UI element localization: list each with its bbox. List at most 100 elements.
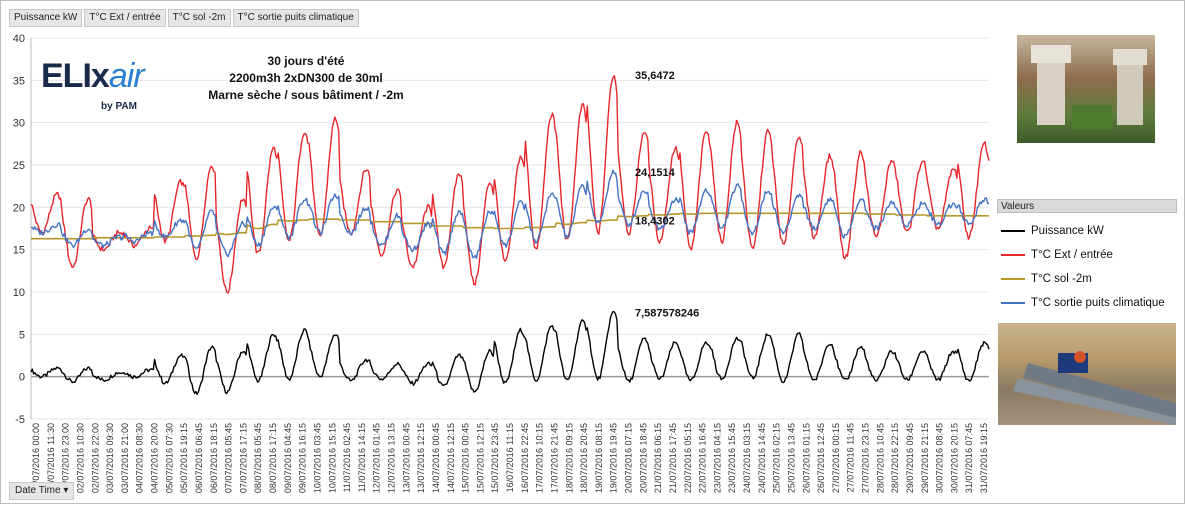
x-tick-label: 21/07/2016 17:45 [668, 423, 678, 493]
legend-label-puissance: Puissance kW [1031, 225, 1104, 237]
field-button-tsortie[interactable]: T°C sortie puits climatique [232, 9, 359, 27]
legend-label-tsortie: T°C sortie puits climatique [1031, 297, 1165, 309]
date-time-filter-button[interactable]: Date Time ▾ [9, 482, 75, 500]
x-tick-label: 31/07/2016 07:45 [964, 423, 974, 493]
x-tick-label: 23/07/2016 15:45 [727, 423, 737, 493]
x-tick-label: 18/07/2016 20:45 [579, 423, 589, 493]
y-tick-label: 30 [13, 118, 25, 130]
x-tick-label: 28/07/2016 10:45 [875, 423, 885, 493]
x-tick-label: 07/07/2016 17:15 [238, 423, 248, 493]
x-tick-label: 15/07/2016 12:15 [475, 423, 485, 493]
x-tick-label: 16/07/2016 22:45 [520, 423, 530, 493]
annotation-label: 35,6472 [635, 70, 675, 82]
x-tick-label: 28/07/2016 22:15 [890, 423, 900, 493]
x-tick-label: 08/07/2016 05:45 [253, 423, 263, 493]
field-button-puissance[interactable]: Puissance kW [9, 9, 83, 27]
subtitle-line-3: Marne sèche / sous bâtiment / -2m [208, 88, 404, 102]
logo-text-air: air [108, 57, 145, 95]
x-tick-label: 16/07/2016 11:15 [505, 423, 515, 492]
series-line-0 [30, 310, 990, 395]
logo-text-sub: by PAM [101, 101, 137, 112]
x-tick-label: 15/07/2016 00:45 [461, 423, 471, 493]
y-tick-label: 5 [19, 329, 25, 341]
y-tick-label: 0 [19, 372, 25, 384]
field-button-bar: Puissance kW T°C Ext / entrée T°C sol -2… [9, 9, 359, 27]
y-tick-label: -5 [15, 414, 25, 426]
annotation-label: 18,4302 [635, 216, 675, 228]
x-tick-label: 03/07/2016 21:00 [120, 423, 130, 493]
chart-subtitle: 30 jours d'été 2200m3h 2xDN300 de 30ml M… [196, 53, 416, 104]
x-tick-label: 19/07/2016 19:45 [609, 423, 619, 493]
x-tick-label: 09/07/2016 16:15 [298, 423, 308, 493]
x-tick-label: 27/07/2016 11:45 [846, 423, 856, 492]
x-tick-label: 13/07/2016 00:45 [401, 423, 411, 493]
x-tick-label: 01/07/2016 11:30 [46, 423, 56, 492]
photo-air-intakes [1017, 35, 1155, 143]
x-tick-label: 26/07/2016 12:45 [816, 423, 826, 493]
y-tick-label: 20 [13, 202, 25, 214]
x-tick-label: 01/07/2016 23:00 [61, 423, 71, 493]
x-tick-label: 23/07/2016 04:15 [712, 423, 722, 493]
series-line-1 [30, 75, 990, 294]
x-tick-label: 27/07/2016 23:15 [861, 423, 871, 493]
x-tick-label: 25/07/2016 13:45 [786, 423, 796, 493]
x-tick-label: 11/07/2016 02:45 [342, 423, 352, 492]
annotation-label: 7,587578246 [635, 307, 699, 319]
legend-label-tsol: T°C sol -2m [1031, 273, 1092, 285]
field-button-tsol[interactable]: T°C sol -2m [167, 9, 231, 27]
x-tick-label: 31/07/2016 19:15 [979, 423, 989, 493]
subtitle-line-2: 2200m3h 2xDN300 de 30ml [229, 71, 383, 85]
x-tick-label: 22/07/2016 16:45 [698, 423, 708, 493]
y-tick-label: 10 [13, 287, 25, 299]
legend-item-tsol: T°C sol -2m [1001, 267, 1165, 291]
x-tick-label: 07/07/2016 05:45 [224, 423, 234, 493]
x-tick-label: 02/07/2016 22:00 [90, 423, 100, 493]
x-tick-label: 04/07/2016 08:30 [135, 423, 145, 493]
x-tick-label: 08/07/2016 17:15 [268, 423, 278, 493]
x-tick-label: 30/07/2016 08:45 [935, 423, 945, 493]
x-tick-label: 04/07/2016 20:00 [150, 423, 160, 493]
x-tick-label: 25/07/2016 02:15 [772, 423, 782, 493]
x-tick-label: 17/07/2016 10:15 [535, 423, 545, 493]
x-tick-label: 06/07/2016 18:15 [209, 423, 219, 493]
field-button-text[interactable]: T°C Ext / entrée [84, 9, 166, 27]
x-tick-label: 09/07/2016 04:45 [283, 423, 293, 493]
x-tick-label: 21/07/2016 06:15 [653, 423, 663, 493]
x-tick-label: 20/07/2016 18:45 [638, 423, 648, 493]
x-tick-label: 11/07/2016 14:15 [357, 423, 367, 492]
y-tick-label: 25 [13, 160, 25, 172]
date-time-label: Date Time [15, 485, 61, 496]
x-tick-label: 12/07/2016 01:45 [372, 423, 382, 493]
elixair-logo: ELIxair by PAM [41, 57, 181, 117]
x-tick-label: 20/07/2016 07:15 [624, 423, 634, 493]
x-tick-label: 02/07/2016 10:30 [75, 423, 85, 493]
x-tick-label: 26/07/2016 01:15 [801, 423, 811, 493]
y-tick-label: 40 [13, 33, 25, 45]
logo-text-main: ELIx [41, 57, 110, 95]
x-tick-label: 10/07/2016 15:15 [327, 423, 337, 493]
legend-label-text: T°C Ext / entrée [1031, 249, 1113, 261]
x-tick-label: 14/07/2016 00:45 [431, 423, 441, 493]
x-tick-label: 14/07/2016 12:15 [446, 423, 456, 493]
y-tick-label: 15 [13, 245, 25, 257]
x-tick-label: 22/07/2016 05:15 [683, 423, 693, 493]
x-tick-label: 03/07/2016 09:30 [105, 423, 115, 493]
x-tick-label: 18/07/2016 09:15 [564, 423, 574, 493]
x-tick-label: 24/07/2016 14:45 [757, 423, 767, 493]
x-tick-label: 06/07/2016 06:45 [194, 423, 204, 493]
y-tick-label: 35 [13, 75, 25, 87]
legend-item-tsortie: T°C sortie puits climatique [1001, 291, 1165, 315]
x-tick-label: 13/07/2016 12:15 [416, 423, 426, 493]
x-tick-label: 15/07/2016 23:45 [490, 423, 500, 493]
x-tick-label: 01/07/2016 00:00 [31, 423, 41, 493]
series-line-3 [30, 169, 989, 259]
x-tick-label: 29/07/2016 09:45 [905, 423, 915, 493]
x-tick-label: 05/07/2016 07:30 [164, 423, 174, 493]
x-tick-label: 10/07/2016 03:45 [312, 423, 322, 493]
x-tick-label: 19/07/2016 08:15 [594, 423, 604, 493]
annotation-label: 24,1514 [635, 167, 676, 179]
photo-pipe-installation [998, 323, 1176, 425]
x-tick-label: 27/07/2016 00:15 [831, 423, 841, 493]
